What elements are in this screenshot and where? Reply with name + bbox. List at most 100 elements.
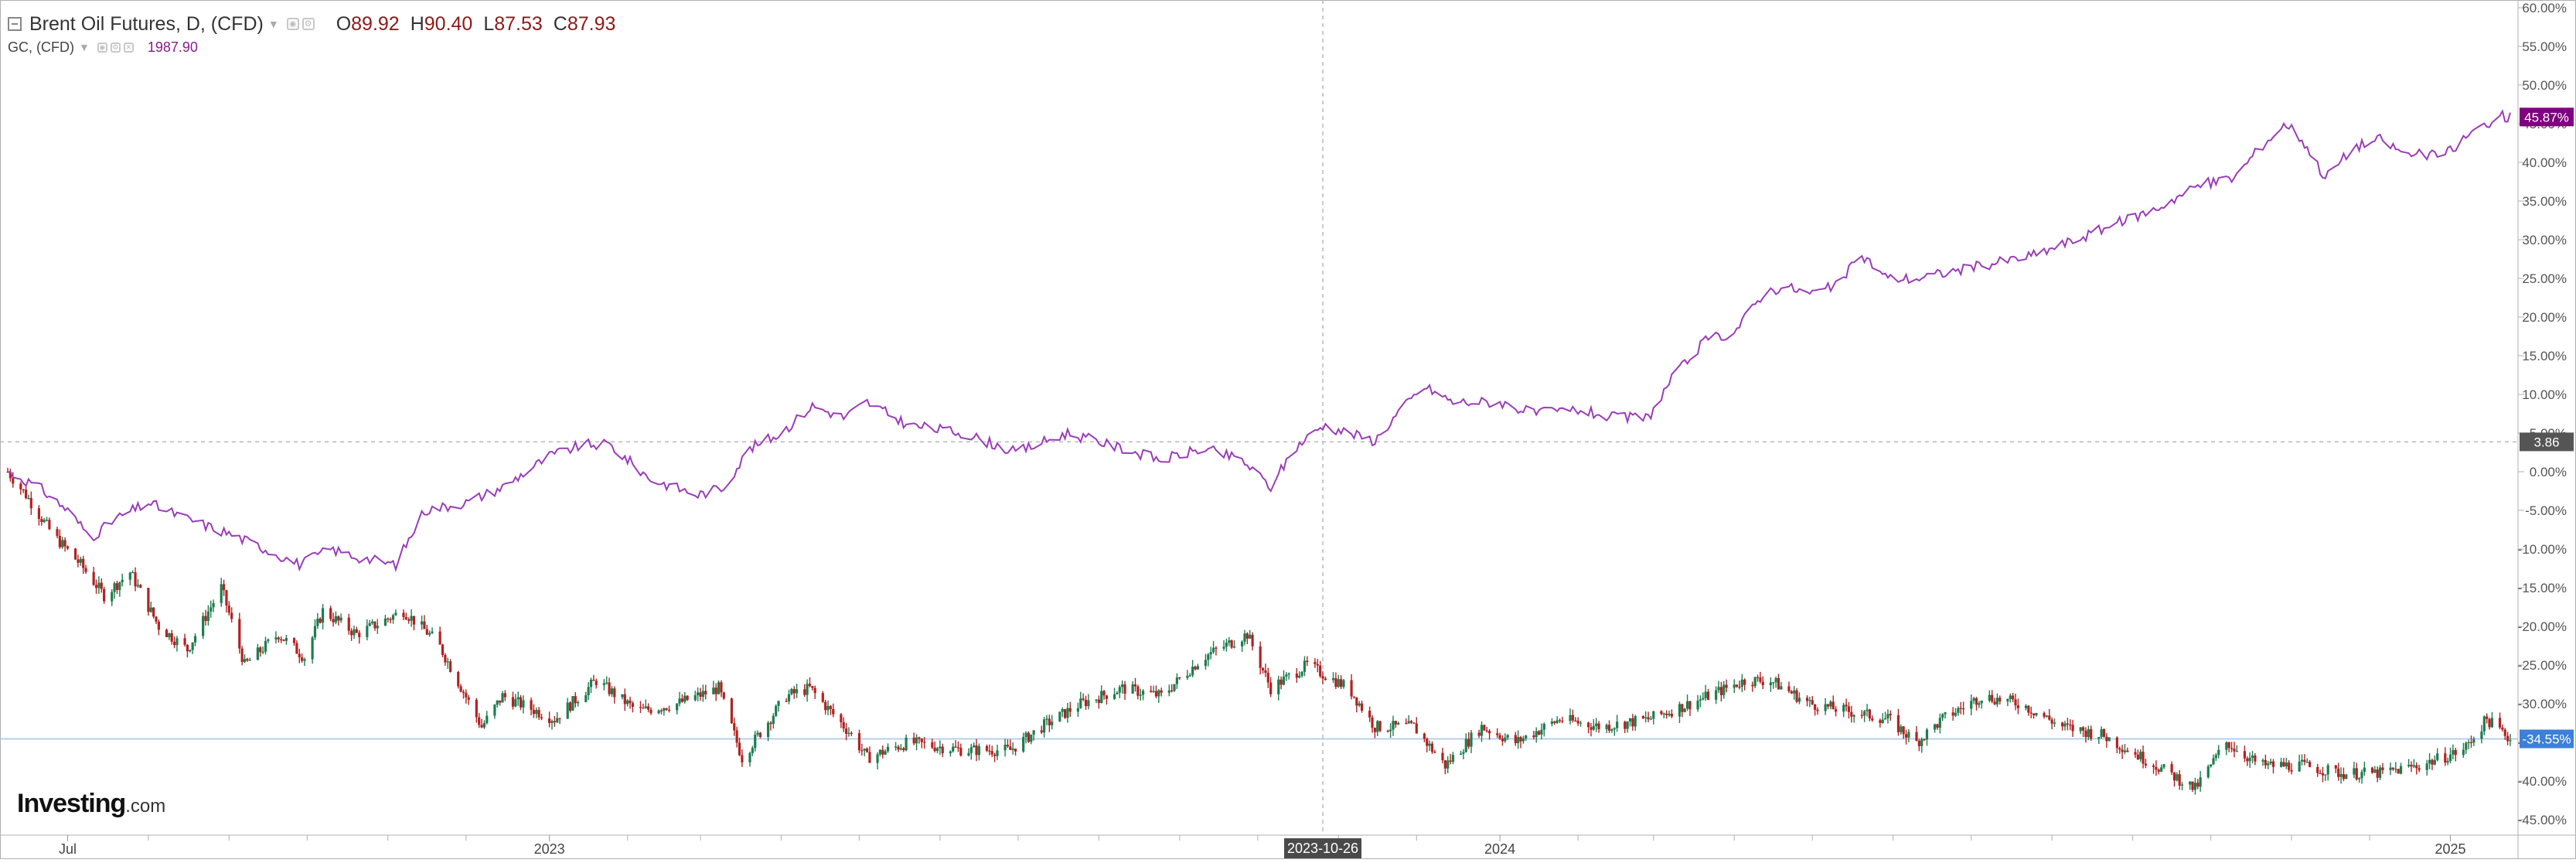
candle-body: [22, 489, 25, 491]
candle: [2486, 713, 2489, 724]
candle: [712, 681, 715, 694]
candle: [1232, 640, 1236, 649]
candle-body: [1243, 633, 1246, 642]
candle: [832, 703, 835, 718]
gc-line-series[interactable]: [7, 109, 2511, 572]
candle: [894, 742, 898, 751]
candle: [1298, 671, 1301, 679]
candle: [2288, 760, 2291, 773]
candle: [667, 705, 671, 713]
candle-body: [425, 629, 428, 635]
candle-body: [1485, 730, 1488, 732]
candle: [1430, 741, 1434, 754]
logo-main: Investing: [17, 789, 126, 818]
candle: [592, 674, 595, 681]
candle-body: [969, 747, 973, 753]
candle: [1900, 724, 1903, 735]
candle-body: [1030, 734, 1033, 742]
candle-body: [2189, 781, 2192, 785]
y-tick-label: 20.00%: [2522, 310, 2567, 325]
candle-body: [1066, 708, 1069, 718]
eye-icon[interactable]: ◉: [97, 42, 107, 53]
candle-body: [2254, 756, 2257, 762]
candle-body: [222, 584, 226, 591]
candle: [1811, 696, 1814, 705]
candle-body: [884, 751, 887, 755]
candle: [373, 621, 377, 631]
candle: [139, 584, 142, 588]
candle-body: [157, 621, 160, 630]
compare-instrument-name[interactable]: GC, (CFD): [8, 39, 74, 55]
candle-body: [206, 611, 210, 621]
candle: [2342, 767, 2346, 782]
candle-body: [1139, 694, 1142, 696]
candle: [1433, 749, 1436, 754]
candle: [486, 711, 489, 725]
chevron-down-icon[interactable]: ▼: [78, 41, 90, 53]
candle: [1032, 730, 1035, 741]
y-tick-label: 40.00%: [2522, 155, 2567, 170]
candle-body: [1105, 695, 1109, 699]
candle: [1030, 734, 1033, 745]
settings-icon[interactable]: ⚙: [110, 42, 121, 53]
candle-body: [2087, 728, 2090, 738]
candle: [1595, 718, 1598, 732]
candle-body: [1624, 721, 1627, 729]
candle: [1043, 717, 1046, 738]
candle: [1852, 714, 1855, 723]
brent-candlestick-series[interactable]: [6, 467, 2512, 795]
candle-body: [680, 698, 684, 702]
candle: [1204, 653, 1208, 670]
collapse-icon[interactable]: [8, 17, 22, 31]
candle: [952, 742, 955, 753]
candle: [1279, 676, 1283, 690]
candle-body: [868, 752, 871, 763]
candle-body: [1863, 711, 1866, 716]
candle-body: [1616, 721, 1619, 728]
candle-body: [1525, 735, 1528, 738]
candle-body: [2501, 727, 2504, 730]
candle: [431, 627, 434, 634]
candle: [1407, 715, 1410, 724]
candle-body: [2339, 774, 2343, 777]
candle: [1259, 641, 1262, 675]
candle: [100, 578, 103, 593]
candle: [1772, 681, 1775, 689]
candle: [1850, 705, 1853, 723]
candle: [1464, 733, 1467, 753]
candle-body: [172, 641, 176, 646]
candle-body: [2178, 774, 2181, 786]
candle: [610, 686, 614, 698]
candle-body: [1467, 738, 1470, 747]
eye-icon[interactable]: ◉: [286, 18, 299, 30]
candle-body: [631, 703, 635, 708]
candle: [1316, 659, 1319, 673]
candle-body: [1496, 733, 1499, 735]
candle-body: [516, 697, 520, 700]
candle-body: [1319, 665, 1322, 677]
close-icon[interactable]: ✕: [123, 42, 134, 53]
low-label: L: [483, 12, 495, 35]
candle-body: [2397, 769, 2400, 774]
candle: [1133, 677, 1137, 692]
candle-body: [2309, 762, 2312, 767]
candle: [1662, 712, 1665, 718]
candle-body: [1834, 709, 1838, 712]
candle-body: [1506, 735, 1509, 738]
candle: [227, 601, 230, 616]
candle: [568, 701, 572, 713]
x-tick-label: 2023: [534, 841, 565, 857]
instrument-name[interactable]: Brent Oil Futures, D, (CFD): [29, 12, 264, 35]
time-axis[interactable]: Jul 2023 2024 2025: [59, 835, 2466, 857]
chevron-down-icon[interactable]: ▼: [267, 18, 279, 30]
candle: [2155, 760, 2158, 776]
candle-body: [1938, 718, 1941, 728]
candle-body: [1133, 684, 1137, 687]
candle: [1097, 695, 1100, 709]
candle: [756, 730, 759, 737]
candle: [410, 609, 413, 627]
settings-icon[interactable]: ⚙: [302, 18, 315, 30]
candle-body: [2217, 749, 2220, 756]
